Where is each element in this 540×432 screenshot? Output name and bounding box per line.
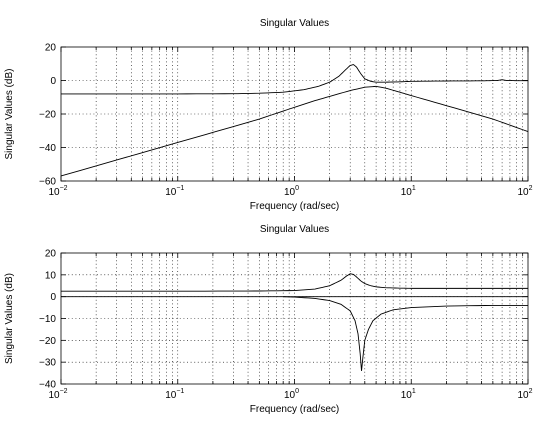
x-tick-exponent: −2 xyxy=(60,388,68,395)
series-line-2 xyxy=(283,296,528,371)
y-tick-label: 20 xyxy=(45,43,57,54)
x-tick-exponent: −2 xyxy=(60,185,68,192)
x-tick-base: 10 xyxy=(165,187,177,198)
x-tick-base: 10 xyxy=(401,187,413,198)
x-tick-exponent: 2 xyxy=(529,185,533,192)
bottom-singular-values-plot: 10−2 10−1 100 101 10220100−10−20−30−40Singul… xyxy=(4,224,533,415)
series-line-1 xyxy=(61,273,528,292)
x-tick-exponent: 0 xyxy=(295,185,299,192)
y-tick-label: 10 xyxy=(45,270,57,281)
x-tick-label: 101 xyxy=(401,185,416,198)
x-tick-exponent: −1 xyxy=(176,388,184,395)
series-line-1 xyxy=(61,64,528,95)
x-tick-base: 10 xyxy=(284,187,296,198)
y-tick-label: 0 xyxy=(50,292,56,303)
plot-title: Singular Values xyxy=(260,18,329,29)
x-tick-label: 100 xyxy=(284,185,299,198)
x-tick-exponent: −1 xyxy=(176,185,184,192)
x-axis-label: Frequency (rad/sec) xyxy=(250,404,339,415)
y-tick-label: −30 xyxy=(39,358,56,369)
x-tick-label: 10−2 xyxy=(48,388,67,401)
y-tick-label: −10 xyxy=(39,314,56,325)
y-tick-label: −20 xyxy=(39,336,56,347)
x-tick-label: 10−1 xyxy=(165,185,184,198)
x-tick-base: 10 xyxy=(48,187,60,198)
series-line-2 xyxy=(60,85,529,177)
y-tick-label: 20 xyxy=(45,249,57,260)
plot-title: Singular Values xyxy=(260,224,329,235)
x-axis-label: Frequency (rad/sec) xyxy=(250,201,339,212)
x-tick-label: 10−2 xyxy=(48,185,67,198)
x-tick-exponent: 1 xyxy=(412,388,416,395)
x-tick-label: 10−1 xyxy=(165,388,184,401)
x-tick-base: 10 xyxy=(401,390,413,401)
x-tick-base: 10 xyxy=(165,390,177,401)
y-axis-label: Singular Values (dB) xyxy=(4,273,15,364)
y-tick-label: −60 xyxy=(39,177,56,188)
x-tick-base: 10 xyxy=(517,187,529,198)
x-tick-base: 10 xyxy=(284,390,296,401)
x-tick-exponent: 1 xyxy=(412,185,416,192)
x-tick-label: 102 xyxy=(517,388,532,401)
x-tick-label: 100 xyxy=(284,388,299,401)
y-tick-label: −40 xyxy=(39,143,56,154)
x-tick-exponent: 0 xyxy=(295,388,299,395)
x-tick-base: 10 xyxy=(48,390,60,401)
x-tick-label: 102 xyxy=(517,185,532,198)
x-tick-exponent: 2 xyxy=(529,388,533,395)
y-axis-label: Singular Values (dB) xyxy=(4,69,15,160)
y-tick-label: −20 xyxy=(39,110,56,121)
x-tick-label: 101 xyxy=(401,388,416,401)
y-tick-label: 0 xyxy=(50,76,56,87)
y-tick-label: −40 xyxy=(39,380,56,391)
x-tick-base: 10 xyxy=(517,390,529,401)
